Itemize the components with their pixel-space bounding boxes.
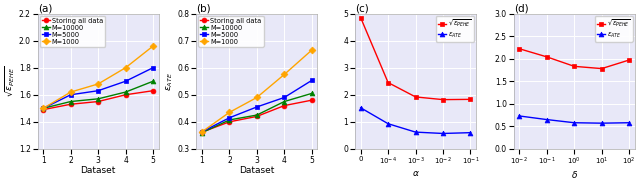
Line: $\varepsilon_{ATE}$: $\varepsilon_{ATE}$ bbox=[517, 113, 632, 126]
X-axis label: Dataset: Dataset bbox=[81, 166, 116, 175]
M=1000 bbox=[67, 91, 75, 93]
Line: M=5000: M=5000 bbox=[41, 65, 156, 111]
Storing all data bbox=[122, 94, 129, 96]
Storing all data bbox=[40, 109, 47, 111]
Line: M=10000: M=10000 bbox=[200, 91, 314, 135]
$\varepsilon_{ATE}$ bbox=[515, 115, 523, 117]
$\varepsilon_{ATE}$ bbox=[467, 132, 474, 134]
M=1000 bbox=[308, 49, 316, 51]
Legend: Storing all data, M=10000, M=5000, M=1000: Storing all data, M=10000, M=5000, M=100… bbox=[40, 16, 105, 46]
Storing all data bbox=[67, 103, 75, 105]
$\sqrt{\varepsilon_{PEHE}}$ bbox=[515, 48, 523, 50]
Line: M=5000: M=5000 bbox=[200, 78, 314, 134]
$\sqrt{\varepsilon_{PEHE}}$ bbox=[357, 16, 365, 19]
$\sqrt{\varepsilon_{PEHE}}$ bbox=[598, 68, 605, 70]
$\varepsilon_{ATE}$ bbox=[412, 131, 419, 133]
M=10000 bbox=[122, 91, 129, 93]
$\sqrt{\varepsilon_{PEHE}}$ bbox=[412, 96, 419, 98]
X-axis label: $\delta$: $\delta$ bbox=[571, 169, 578, 180]
$\sqrt{\varepsilon_{PEHE}}$ bbox=[439, 98, 447, 101]
$\sqrt{\varepsilon_{PEHE}}$ bbox=[384, 81, 392, 84]
M=5000 bbox=[94, 90, 102, 92]
$\varepsilon_{ATE}$ bbox=[384, 123, 392, 125]
Line: Storing all data: Storing all data bbox=[41, 88, 156, 112]
Line: $\sqrt{\varepsilon_{PEHE}}$: $\sqrt{\varepsilon_{PEHE}}$ bbox=[517, 46, 632, 71]
Text: (d): (d) bbox=[514, 3, 529, 14]
M=5000 bbox=[198, 131, 206, 133]
M=5000 bbox=[40, 107, 47, 109]
M=1000 bbox=[198, 131, 206, 133]
X-axis label: $\alpha$: $\alpha$ bbox=[412, 169, 419, 178]
$\varepsilon_{ATE}$ bbox=[598, 122, 605, 124]
Storing all data bbox=[225, 121, 233, 123]
$\varepsilon_{ATE}$ bbox=[543, 118, 550, 121]
M=5000 bbox=[149, 67, 157, 69]
M=5000 bbox=[67, 94, 75, 96]
M=1000 bbox=[225, 111, 233, 113]
Line: M=1000: M=1000 bbox=[200, 48, 314, 134]
M=1000 bbox=[149, 45, 157, 47]
Storing all data bbox=[94, 100, 102, 103]
M=10000 bbox=[280, 100, 288, 103]
Text: (b): (b) bbox=[196, 3, 211, 14]
Line: $\sqrt{\varepsilon_{PEHE}}$: $\sqrt{\varepsilon_{PEHE}}$ bbox=[358, 15, 473, 102]
$\varepsilon_{ATE}$ bbox=[570, 122, 578, 124]
$\varepsilon_{ATE}$ bbox=[625, 122, 633, 124]
Y-axis label: $\sqrt{\varepsilon_{PEHE}}$: $\sqrt{\varepsilon_{PEHE}}$ bbox=[3, 66, 16, 97]
Line: M=10000: M=10000 bbox=[41, 79, 156, 111]
M=10000 bbox=[225, 119, 233, 121]
$\sqrt{\varepsilon_{PEHE}}$ bbox=[570, 65, 578, 68]
Y-axis label: $\varepsilon_{ATE}$: $\varepsilon_{ATE}$ bbox=[164, 72, 175, 91]
Line: Storing all data: Storing all data bbox=[200, 98, 314, 135]
M=5000 bbox=[308, 79, 316, 81]
Storing all data bbox=[253, 115, 260, 117]
M=5000 bbox=[253, 106, 260, 108]
M=10000 bbox=[40, 107, 47, 109]
$\sqrt{\varepsilon_{PEHE}}$ bbox=[625, 59, 633, 61]
Text: (c): (c) bbox=[355, 3, 369, 14]
M=5000 bbox=[122, 80, 129, 82]
$\sqrt{\varepsilon_{PEHE}}$ bbox=[543, 56, 550, 58]
M=1000 bbox=[122, 67, 129, 69]
$\sqrt{\varepsilon_{PEHE}}$ bbox=[467, 98, 474, 100]
M=10000 bbox=[308, 92, 316, 94]
M=1000 bbox=[280, 73, 288, 76]
M=10000 bbox=[67, 100, 75, 103]
X-axis label: Dataset: Dataset bbox=[239, 166, 275, 175]
Legend: Storing all data, M=10000, M=5000, M=1000: Storing all data, M=10000, M=5000, M=100… bbox=[198, 16, 264, 46]
M=5000 bbox=[225, 117, 233, 119]
M=1000 bbox=[94, 83, 102, 85]
$\varepsilon_{ATE}$ bbox=[357, 107, 365, 109]
M=5000 bbox=[280, 96, 288, 99]
Storing all data bbox=[308, 99, 316, 101]
M=10000 bbox=[198, 132, 206, 134]
Storing all data bbox=[198, 131, 206, 133]
M=10000 bbox=[94, 98, 102, 100]
Text: (a): (a) bbox=[38, 3, 52, 14]
Legend: $\sqrt{\varepsilon_{PEHE}}$, $\varepsilon_{ATE}$: $\sqrt{\varepsilon_{PEHE}}$, $\varepsilo… bbox=[595, 16, 632, 42]
M=10000 bbox=[253, 114, 260, 116]
Storing all data bbox=[280, 104, 288, 107]
M=1000 bbox=[40, 107, 47, 109]
$\varepsilon_{ATE}$ bbox=[439, 132, 447, 135]
M=10000 bbox=[149, 80, 157, 82]
Storing all data bbox=[149, 90, 157, 92]
Legend: $\sqrt{\varepsilon_{PEHE}}$, $\varepsilon_{ATE}$: $\sqrt{\varepsilon_{PEHE}}$, $\varepsilo… bbox=[436, 16, 474, 42]
Line: $\varepsilon_{ATE}$: $\varepsilon_{ATE}$ bbox=[358, 105, 473, 136]
Line: M=1000: M=1000 bbox=[41, 44, 156, 111]
M=1000 bbox=[253, 96, 260, 99]
